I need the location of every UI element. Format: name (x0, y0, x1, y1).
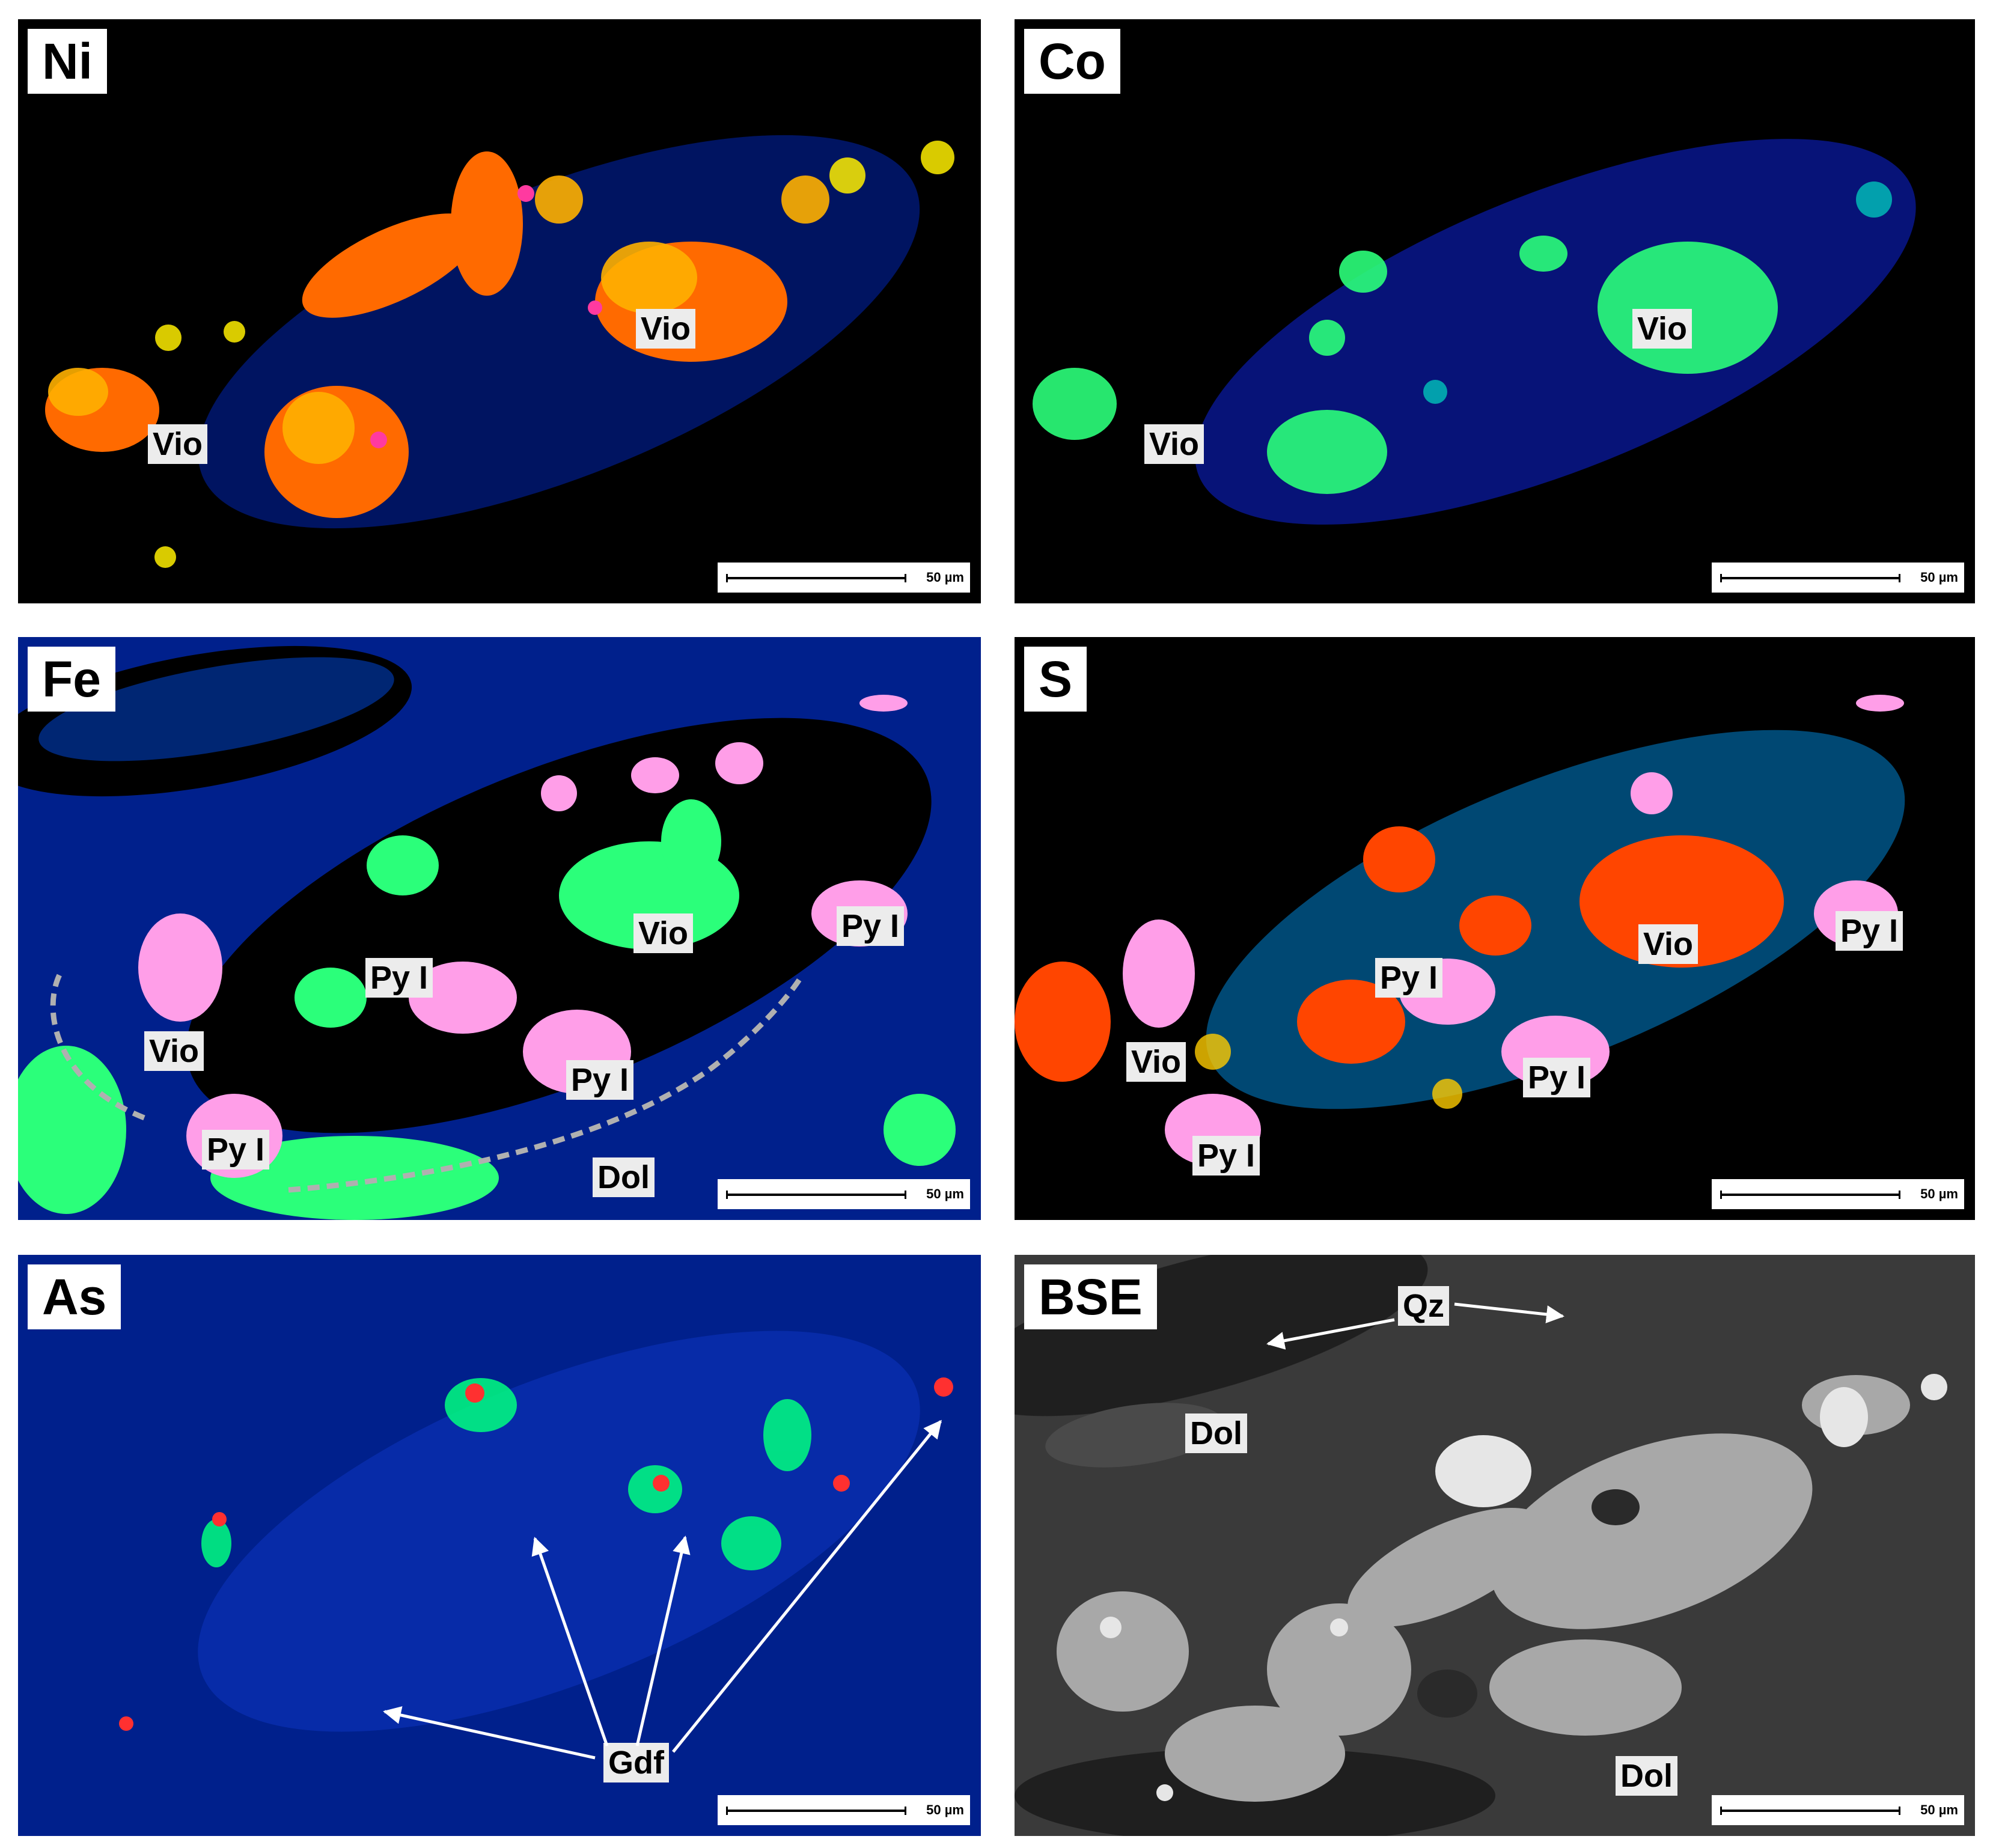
mineral-label-py: Py I (1836, 911, 1903, 951)
scale-bar: 50 µm (1712, 1179, 1964, 1209)
panel-s: S Vio Py I Py I Vio Py I Py I 50 µm (1015, 637, 1975, 1220)
scale-bar: 50 µm (718, 1179, 970, 1209)
mineral-label-py: Py I (365, 958, 433, 998)
mineral-label-dol: Dol (1616, 1756, 1677, 1796)
element-label: BSE (1025, 1266, 1156, 1328)
as-map (119, 1331, 953, 1732)
mineral-label-vio: Vio (633, 913, 694, 953)
element-label: Co (1025, 30, 1119, 93)
mineral-label-vio: Vio (148, 424, 208, 464)
mineral-label-vio: Vio (144, 1031, 204, 1071)
element-label: Fe (29, 648, 115, 710)
mineral-label-py: Py I (1375, 958, 1443, 998)
mineral-label-dol: Dol (1185, 1413, 1247, 1453)
mineral-label-vio: Vio (1126, 1042, 1186, 1082)
scale-text: 50 µm (1920, 570, 1958, 585)
mineral-label-vio: Vio (1144, 424, 1204, 464)
mineral-label-vio: Vio (1632, 309, 1692, 349)
mineral-label-gdf: Gdf (603, 1743, 669, 1782)
mineral-label-py: Py I (566, 1060, 634, 1100)
scale-bar: 50 µm (718, 1795, 970, 1825)
mineral-label-qz: Qz (1398, 1286, 1450, 1326)
scale-text: 50 µm (926, 1186, 964, 1201)
mineral-label-py: Py I (837, 906, 905, 946)
panel-co: Co Vio Vio 50 µm (1015, 19, 1975, 603)
mineral-label-dol: Dol (593, 1157, 655, 1197)
s-map (1015, 695, 1905, 1166)
mineral-label-py: Py I (1523, 1058, 1591, 1097)
bse-image (1015, 1255, 1947, 1836)
ni-map (45, 135, 954, 568)
panel-fe: Fe Vio Py I Vio Py I Py I Py I Dol 50 µm (18, 637, 981, 1220)
scale-bar: 50 µm (1712, 1795, 1964, 1825)
element-label: As (29, 1266, 120, 1328)
scale-text: 50 µm (1920, 1802, 1958, 1817)
scale-bar: 50 µm (718, 563, 970, 593)
mineral-label-vio: Vio (1638, 924, 1698, 964)
panel-bse: BSE Qz Dol Dol 50 µm (1015, 1255, 1975, 1836)
scale-text: 50 µm (1920, 1186, 1958, 1201)
panel-ni: Ni Vio Vio 50 µm (18, 19, 981, 603)
scale-text: 50 µm (926, 1802, 964, 1817)
element-label: Ni (29, 30, 106, 93)
co-map (1033, 139, 1916, 525)
mineral-label-vio: Vio (636, 309, 696, 349)
scale-text: 50 µm (926, 570, 964, 585)
panel-as: As Gdf 50 µm (18, 1255, 981, 1836)
scale-bar: 50 µm (1712, 563, 1964, 593)
mineral-label-py: Py I (1192, 1136, 1260, 1176)
element-label: S (1025, 648, 1086, 710)
mineral-label-py: Py I (202, 1130, 270, 1169)
